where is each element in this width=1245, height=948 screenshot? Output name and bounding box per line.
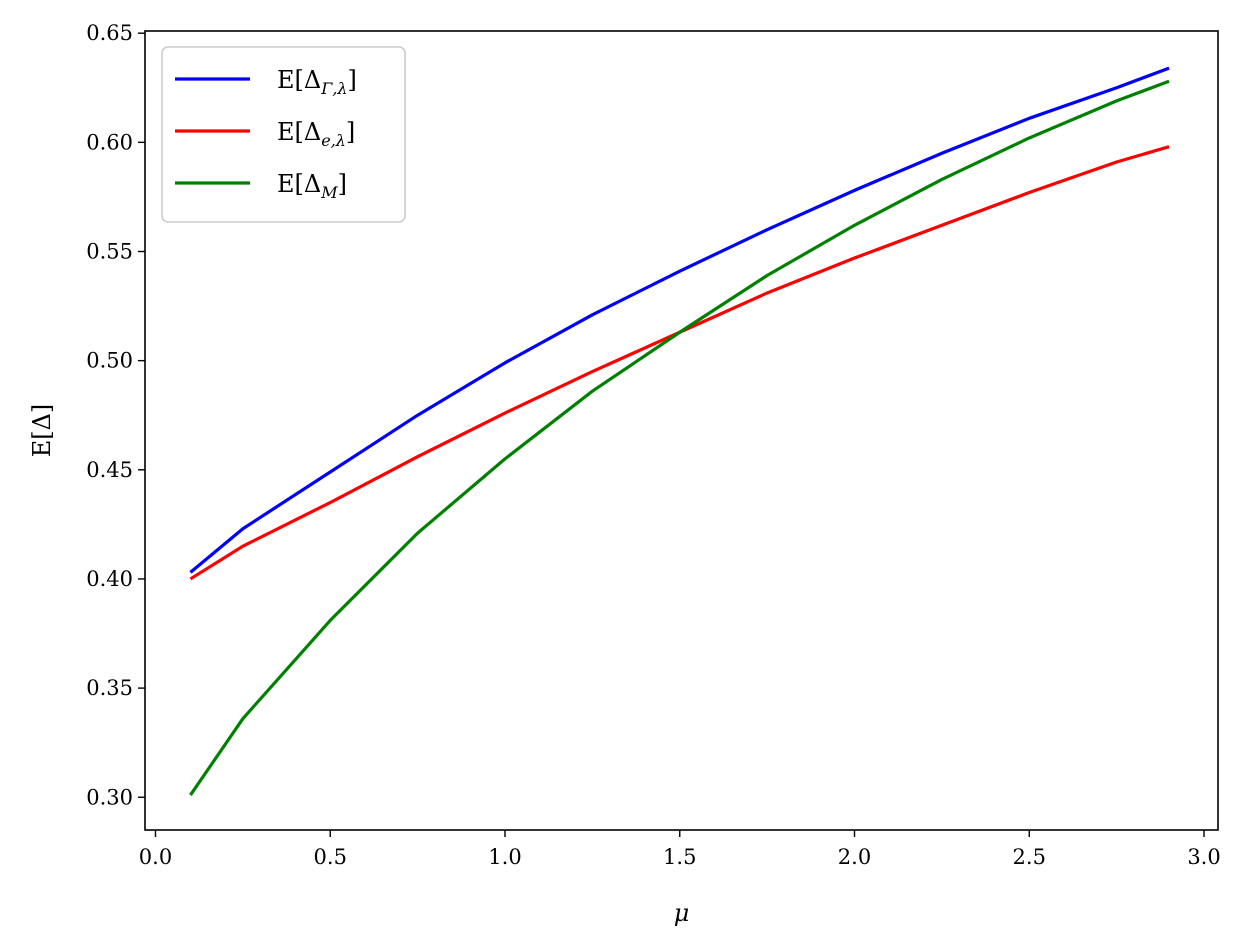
y-tick-label: 0.50	[86, 349, 133, 373]
legend-label: E[Δe,λ]	[277, 118, 355, 150]
x-axis-label: μ	[674, 899, 690, 927]
y-tick-label: 0.40	[86, 567, 133, 591]
y-axis-label: E[Δ]	[28, 404, 56, 458]
legend: E[ΔΓ,λ] E[Δe,λ] E[ΔM]	[161, 46, 406, 223]
x-tick-label: 1.5	[663, 845, 696, 869]
series-line-1	[189, 66, 1170, 574]
y-tick-label: 0.35	[86, 676, 133, 700]
x-tick-label: 0.0	[139, 845, 172, 869]
x-tick-label: 2.0	[838, 845, 871, 869]
y-tick-label: 0.65	[86, 21, 133, 45]
y-tick-label: 0.45	[86, 458, 133, 482]
y-axis: 0.30 0.35 0.40 0.45 0.50 0.55 0.60 0.65	[86, 21, 145, 809]
x-tick-label: 2.5	[1013, 845, 1046, 869]
y-tick-label: 0.55	[86, 239, 133, 263]
x-tick-label: 3.0	[1187, 845, 1220, 869]
legend-label: E[ΔM]	[277, 170, 347, 202]
plot-frame	[144, 30, 1219, 831]
x-axis: 0.0 0.5 1.0 1.5 2.0 2.5 3.0	[139, 830, 1221, 869]
y-tick-label: 0.30	[86, 785, 133, 809]
x-tick-label: 0.5	[314, 845, 347, 869]
legend-box	[161, 46, 406, 223]
y-tick-label: 0.60	[86, 130, 133, 154]
legend-label: E[ΔΓ,λ]	[277, 66, 357, 98]
x-tick-label: 1.0	[488, 845, 521, 869]
series-line-3	[189, 79, 1170, 796]
plot-content	[189, 66, 1170, 796]
